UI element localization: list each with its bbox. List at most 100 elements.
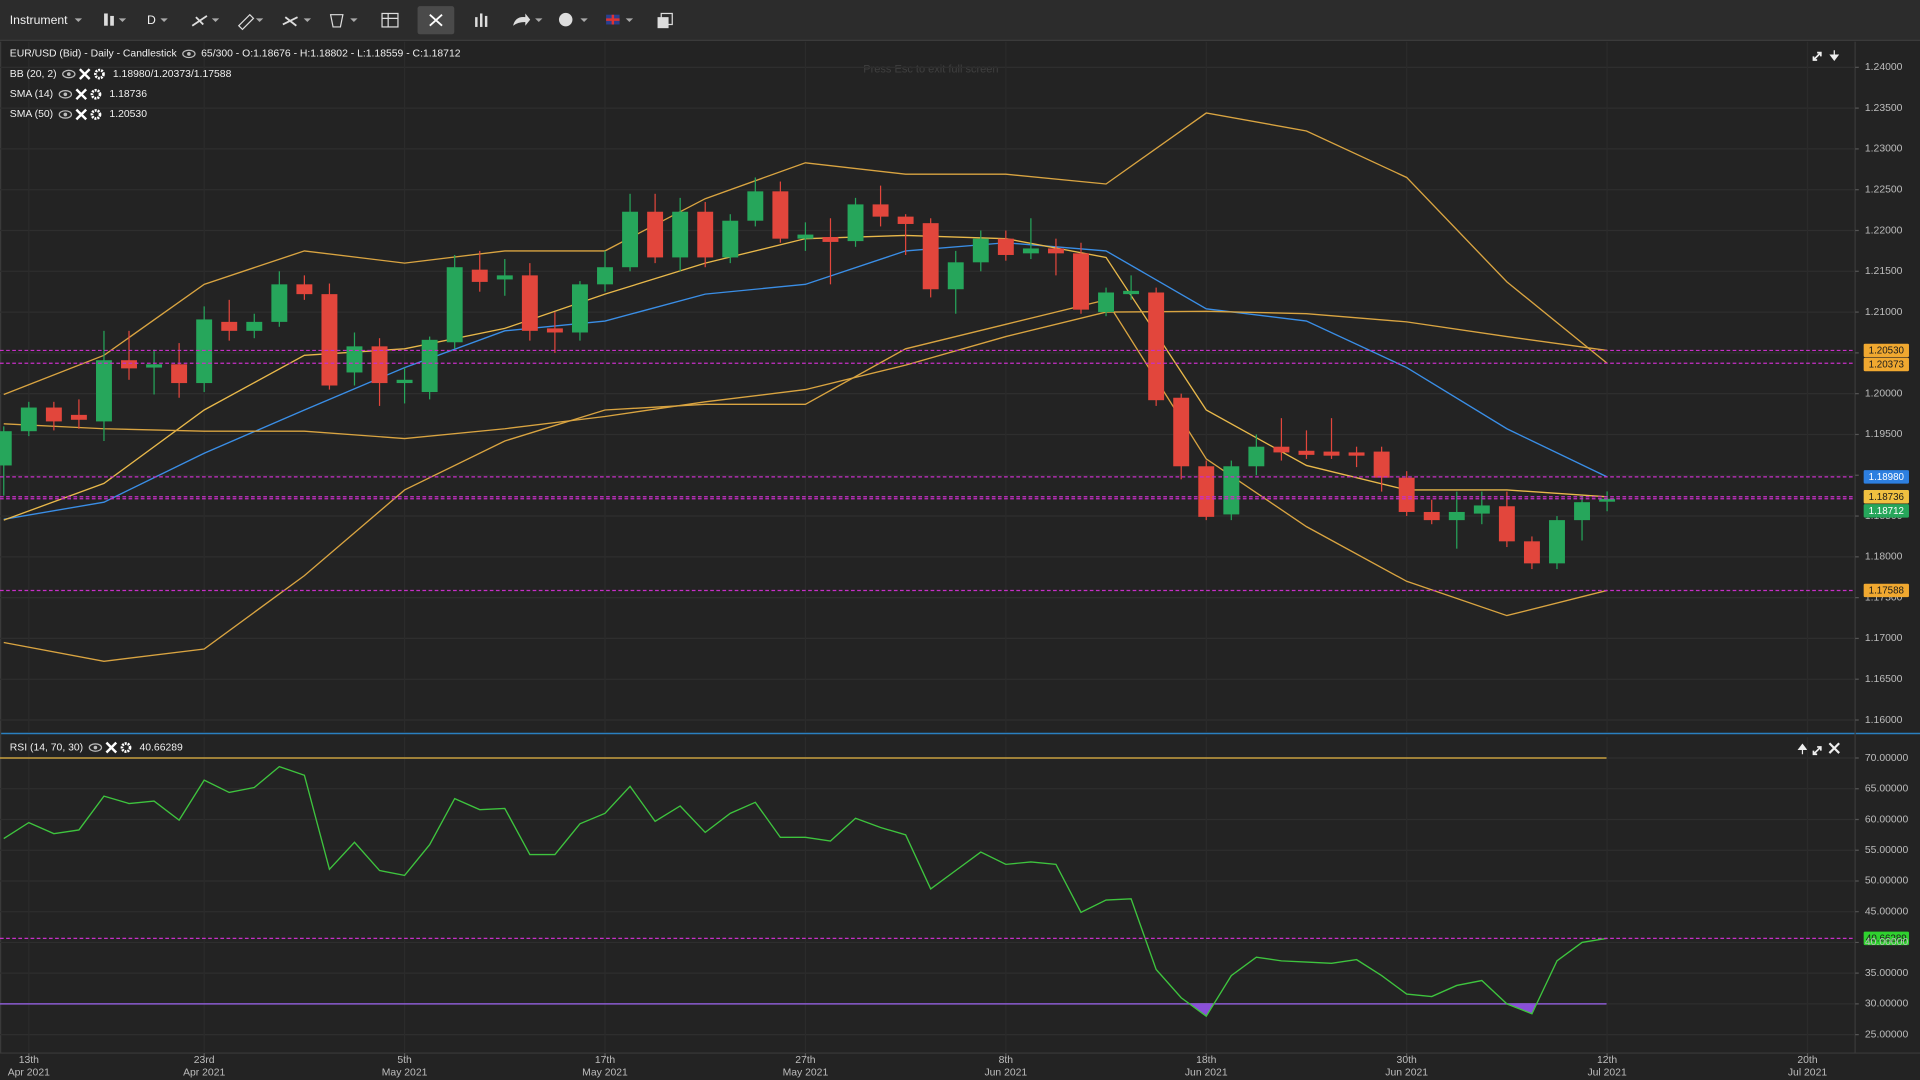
candle-body	[546, 328, 563, 333]
gear-shape	[94, 68, 105, 80]
x-tick-label: 20th	[1797, 1055, 1817, 1066]
y-tick-label: 45.00000	[1865, 906, 1909, 917]
x-tick-label: 12th	[1597, 1055, 1617, 1066]
candle-body	[922, 223, 939, 290]
candle-body	[697, 211, 714, 258]
rsi-axis: 25.00000 30.00000 35.00000 40.00000 45.00000…	[1855, 753, 1909, 1040]
eye-shape	[62, 69, 76, 79]
price-tag-label: 1.20530	[1869, 346, 1905, 357]
fullscreen-notice: Press Esc to exit full screen	[863, 64, 998, 76]
candle-body	[797, 234, 814, 239]
x-tick-label: 27th	[795, 1055, 815, 1066]
eye-icon[interactable]	[182, 49, 196, 59]
eye-icon[interactable]	[58, 110, 73, 119]
indicators-button[interactable]	[475, 13, 488, 27]
remove-icon[interactable]	[105, 741, 118, 754]
candle-body	[146, 364, 163, 368]
candle-body	[446, 267, 463, 343]
rsi-line	[3, 765, 1608, 1018]
rsi-panel-controls[interactable]	[1797, 742, 1840, 756]
candle-body	[747, 191, 764, 221]
candle-body	[346, 346, 363, 373]
price-tag-label: 1.18736	[1869, 492, 1905, 503]
price-tag	[1863, 583, 1909, 598]
delete-tool-button[interactable]	[329, 14, 358, 28]
y-tick-label: 55.00000	[1865, 845, 1909, 856]
candle-body	[271, 284, 288, 322]
y-tick-label: 1.23500	[1865, 103, 1903, 114]
y-tick-label: 1.22000	[1865, 225, 1903, 236]
legend-name: SMA (50)	[10, 109, 53, 120]
price-tag	[1863, 343, 1909, 358]
candle-body	[622, 211, 639, 268]
settings-icon[interactable]	[90, 109, 102, 120]
price-tag-label: 1.18980	[1869, 472, 1905, 483]
y-tick-label: 1.22500	[1865, 184, 1903, 195]
candle-body	[371, 346, 388, 384]
x-tick-label: 30th	[1397, 1055, 1417, 1066]
chart-title: EUR/USD (Bid) - Daily - Candlestick	[10, 49, 178, 60]
indicator-line	[3, 310, 1608, 440]
y-tick-label: 50.00000	[1865, 876, 1909, 887]
settings-icon[interactable]	[90, 88, 102, 100]
candle-body	[421, 339, 438, 393]
settings-icon[interactable]	[120, 742, 132, 753]
candle-body	[396, 379, 413, 384]
price-tag	[1863, 504, 1909, 518]
ruler-tool-button[interactable]	[237, 13, 264, 31]
settings-icon[interactable]	[94, 68, 105, 80]
x-tick-label: 8th	[999, 1055, 1014, 1066]
remove-icon[interactable]	[78, 68, 91, 80]
eye-pupil	[187, 52, 191, 56]
eye-icon[interactable]	[62, 69, 76, 79]
eye-icon[interactable]	[58, 90, 73, 99]
fullscreen-button[interactable]	[417, 6, 455, 35]
line-tool-button[interactable]	[191, 15, 220, 27]
x-tick-month: May 2021	[382, 1067, 428, 1078]
dropdown-arrow	[160, 18, 168, 23]
main-panel-controls[interactable]	[1812, 50, 1840, 62]
x-tick-label: 18th	[1196, 1055, 1216, 1066]
candle-body	[1198, 466, 1215, 517]
timeframe-button[interactable]: D	[147, 13, 156, 27]
candle-body	[171, 364, 188, 384]
remove-shape	[78, 68, 91, 80]
eye-icon[interactable]	[88, 743, 103, 752]
gear-shape	[90, 88, 102, 100]
x-tick-month: Apr 2021	[183, 1067, 225, 1078]
candle-body	[471, 269, 488, 282]
x-tick-label: 23rd	[194, 1055, 215, 1066]
instrument-button[interactable]: Instrument	[10, 13, 68, 27]
language-button[interactable]	[606, 14, 634, 25]
candle-body	[1323, 451, 1340, 456]
theme-button[interactable]	[558, 12, 588, 27]
remove-shape	[75, 88, 88, 101]
candle-body	[1273, 446, 1290, 453]
eye-shape	[88, 743, 103, 752]
legend-value: 1.18736	[109, 89, 147, 100]
candle-body	[96, 360, 112, 422]
candle-body	[1448, 511, 1465, 521]
candle-body	[1098, 292, 1115, 313]
fib-tool-button[interactable]	[282, 16, 312, 27]
candle-body	[997, 238, 1014, 255]
remove-icon[interactable]	[75, 88, 88, 101]
price-tag-label: 1.17588	[1869, 586, 1905, 597]
candle-body	[521, 275, 538, 331]
candle-body	[496, 275, 513, 280]
candle-body	[1398, 477, 1415, 512]
candle-body	[647, 211, 664, 258]
layout-button[interactable]	[381, 12, 399, 28]
x-tick-month: Jun 2021	[1185, 1067, 1228, 1078]
gear-shape	[120, 742, 132, 753]
x-tick-month: Jul 2021	[1587, 1067, 1627, 1078]
candle-body	[1423, 511, 1440, 521]
remove-icon[interactable]	[75, 108, 88, 121]
window-button[interactable]	[657, 12, 673, 29]
candle-body	[1523, 541, 1540, 564]
share-button[interactable]	[513, 13, 543, 26]
candle-body	[722, 220, 739, 258]
candle-type-button[interactable]	[104, 13, 127, 26]
